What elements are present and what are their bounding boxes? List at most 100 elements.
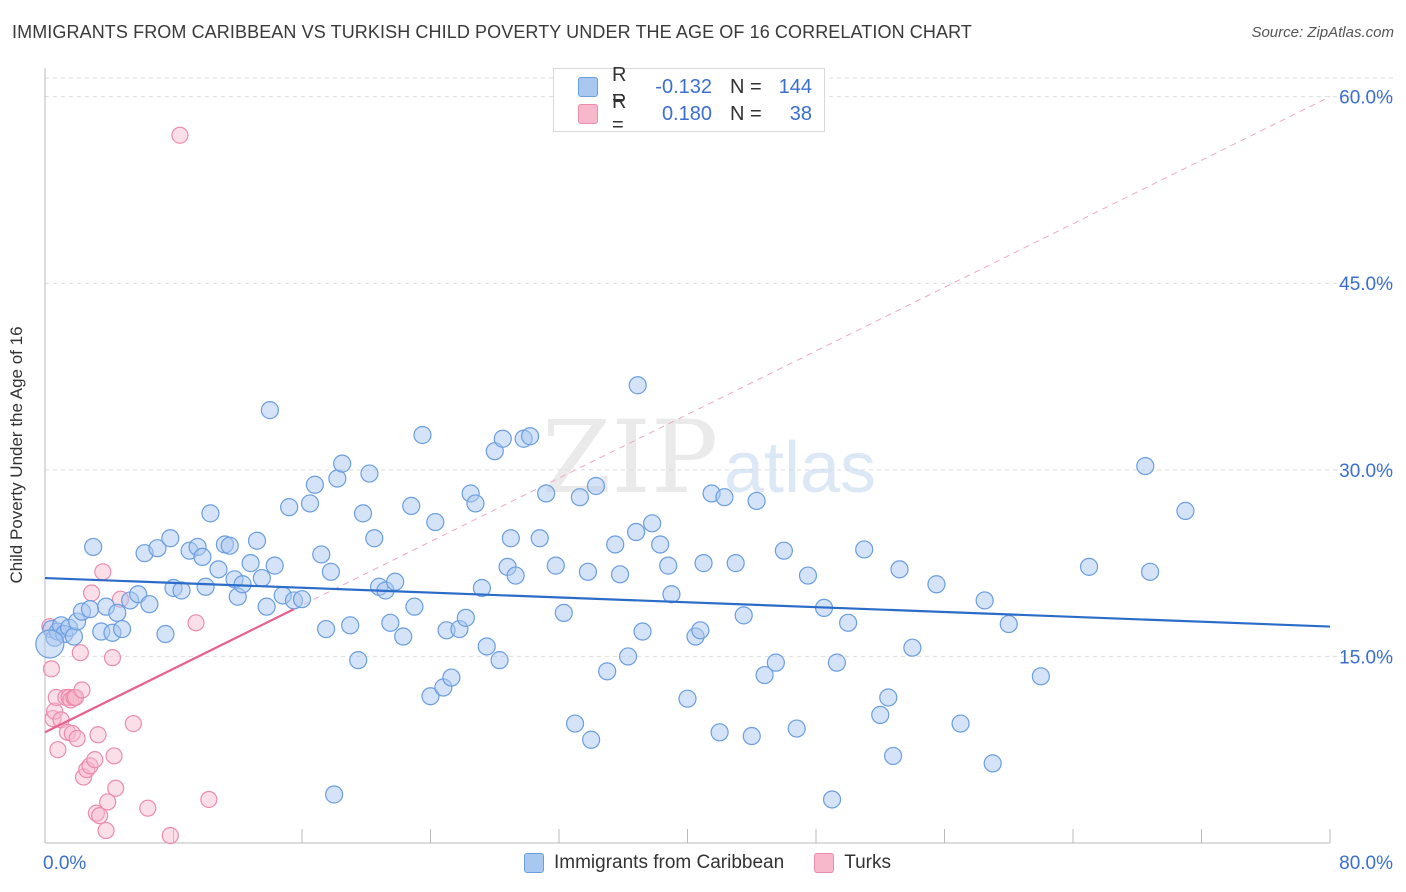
caribbean-point xyxy=(927,575,946,594)
caribbean-point xyxy=(247,531,267,550)
caribbean-point xyxy=(546,556,565,575)
caribbean-point xyxy=(839,613,858,632)
caribbean-point xyxy=(633,622,652,641)
turks-point xyxy=(105,747,123,765)
y-tick-label: 30.0% xyxy=(1339,461,1393,482)
caribbean-point xyxy=(360,464,379,483)
legend-r-value: 0.180 xyxy=(661,102,712,125)
axes xyxy=(44,68,1331,844)
caribbean-point xyxy=(292,590,312,609)
caribbean-point xyxy=(1176,501,1195,520)
y-tick-label: 60.0% xyxy=(1339,88,1393,109)
caribbean-point xyxy=(353,504,373,523)
turks-point xyxy=(91,807,109,825)
caribbean-point xyxy=(1136,456,1155,476)
caribbean-point xyxy=(442,668,461,687)
turks-trend-line xyxy=(44,608,295,734)
legend-item-caribbean[interactable]: Immigrants from Caribbean xyxy=(524,852,784,874)
correlation-legend: R = -0.132 N = 144 R = 0.180 N = 38 xyxy=(553,64,825,136)
caribbean-point xyxy=(626,522,646,542)
caribbean-point xyxy=(822,790,842,809)
caribbean-point xyxy=(951,714,970,733)
caribbean-point xyxy=(490,651,509,670)
y-tick-label: 45.0% xyxy=(1339,274,1393,295)
legend-n-value: 144 xyxy=(778,75,812,98)
turks-point xyxy=(171,126,189,144)
caribbean-point xyxy=(405,597,424,616)
caribbean-point xyxy=(766,653,785,672)
legend-item-turks[interactable]: Turks xyxy=(814,852,891,874)
caribbean-point xyxy=(1079,557,1099,576)
legend-swatch-pink xyxy=(814,853,835,873)
caribbean-point xyxy=(651,535,670,554)
caribbean-point xyxy=(662,585,681,604)
caribbean-point xyxy=(643,514,662,533)
caribbean-point xyxy=(140,595,159,614)
caribbean-point xyxy=(506,566,525,585)
legend-n-label: N = xyxy=(730,75,762,98)
turks-point xyxy=(161,826,179,845)
caribbean-point xyxy=(774,541,793,560)
caribbean-point xyxy=(305,475,324,494)
caribbean-point xyxy=(827,653,846,672)
caribbean-point xyxy=(472,578,491,598)
caribbean-point xyxy=(659,556,678,575)
caribbean-point xyxy=(252,568,271,588)
caribbean-point xyxy=(787,719,806,738)
caribbean-point xyxy=(501,529,520,548)
legend-item-label: Turks xyxy=(844,852,891,873)
legend-swatch-blue xyxy=(578,77,598,97)
chart-title: IMMIGRANTS FROM CARIBBEAN VS TURKISH CHI… xyxy=(12,22,972,42)
caribbean-point xyxy=(365,529,384,548)
turks-point xyxy=(107,779,125,797)
caribbean-point xyxy=(80,600,100,619)
caribbean-point xyxy=(578,562,598,581)
caribbean-point xyxy=(161,529,180,548)
caribbean-point xyxy=(570,488,589,507)
turks-point xyxy=(139,799,157,817)
caribbean-point xyxy=(691,621,710,640)
turks-point xyxy=(86,751,104,769)
turks-point xyxy=(47,688,65,707)
caribbean-point xyxy=(565,714,585,733)
caribbean-point xyxy=(798,566,818,585)
caribbean-point xyxy=(196,577,215,596)
caribbean-point xyxy=(156,624,175,644)
caribbean-point xyxy=(715,488,734,507)
caribbean-point xyxy=(349,651,368,670)
caribbean-point xyxy=(241,554,260,573)
caribbean-point xyxy=(586,476,606,496)
caribbean-point xyxy=(466,494,485,513)
caribbean-point xyxy=(321,562,341,581)
caribbean-point xyxy=(983,754,1002,773)
caribbean-point xyxy=(628,376,647,395)
caribbean-points xyxy=(35,376,1195,809)
trend-lines xyxy=(44,576,1331,734)
turks-point xyxy=(103,649,122,667)
caribbean-point xyxy=(209,560,228,579)
legend-swatch-pink xyxy=(578,104,598,124)
caribbean-point xyxy=(257,597,276,616)
caribbean-point xyxy=(999,614,1018,634)
caribbean-point xyxy=(300,494,320,513)
caribbean-point xyxy=(220,536,239,555)
caribbean-point xyxy=(890,560,909,579)
caribbean-point xyxy=(426,512,445,532)
turks-point xyxy=(97,821,115,840)
caribbean-point xyxy=(64,627,84,646)
turks-point xyxy=(71,644,89,662)
caribbean-point xyxy=(855,540,874,559)
caribbean-point xyxy=(606,535,625,554)
legend-swatch-blue xyxy=(524,853,544,873)
caribbean-point xyxy=(726,554,745,573)
caribbean-point xyxy=(381,613,400,632)
y-tick-label: 15.0% xyxy=(1339,647,1393,668)
caribbean-point xyxy=(312,545,331,564)
caribbean-point-cluster xyxy=(35,629,65,659)
turks-point xyxy=(49,741,67,759)
caribbean-point xyxy=(883,746,903,766)
caribbean-point xyxy=(871,705,890,724)
legend-n-label: N = xyxy=(730,102,762,125)
caribbean-point xyxy=(477,637,496,656)
